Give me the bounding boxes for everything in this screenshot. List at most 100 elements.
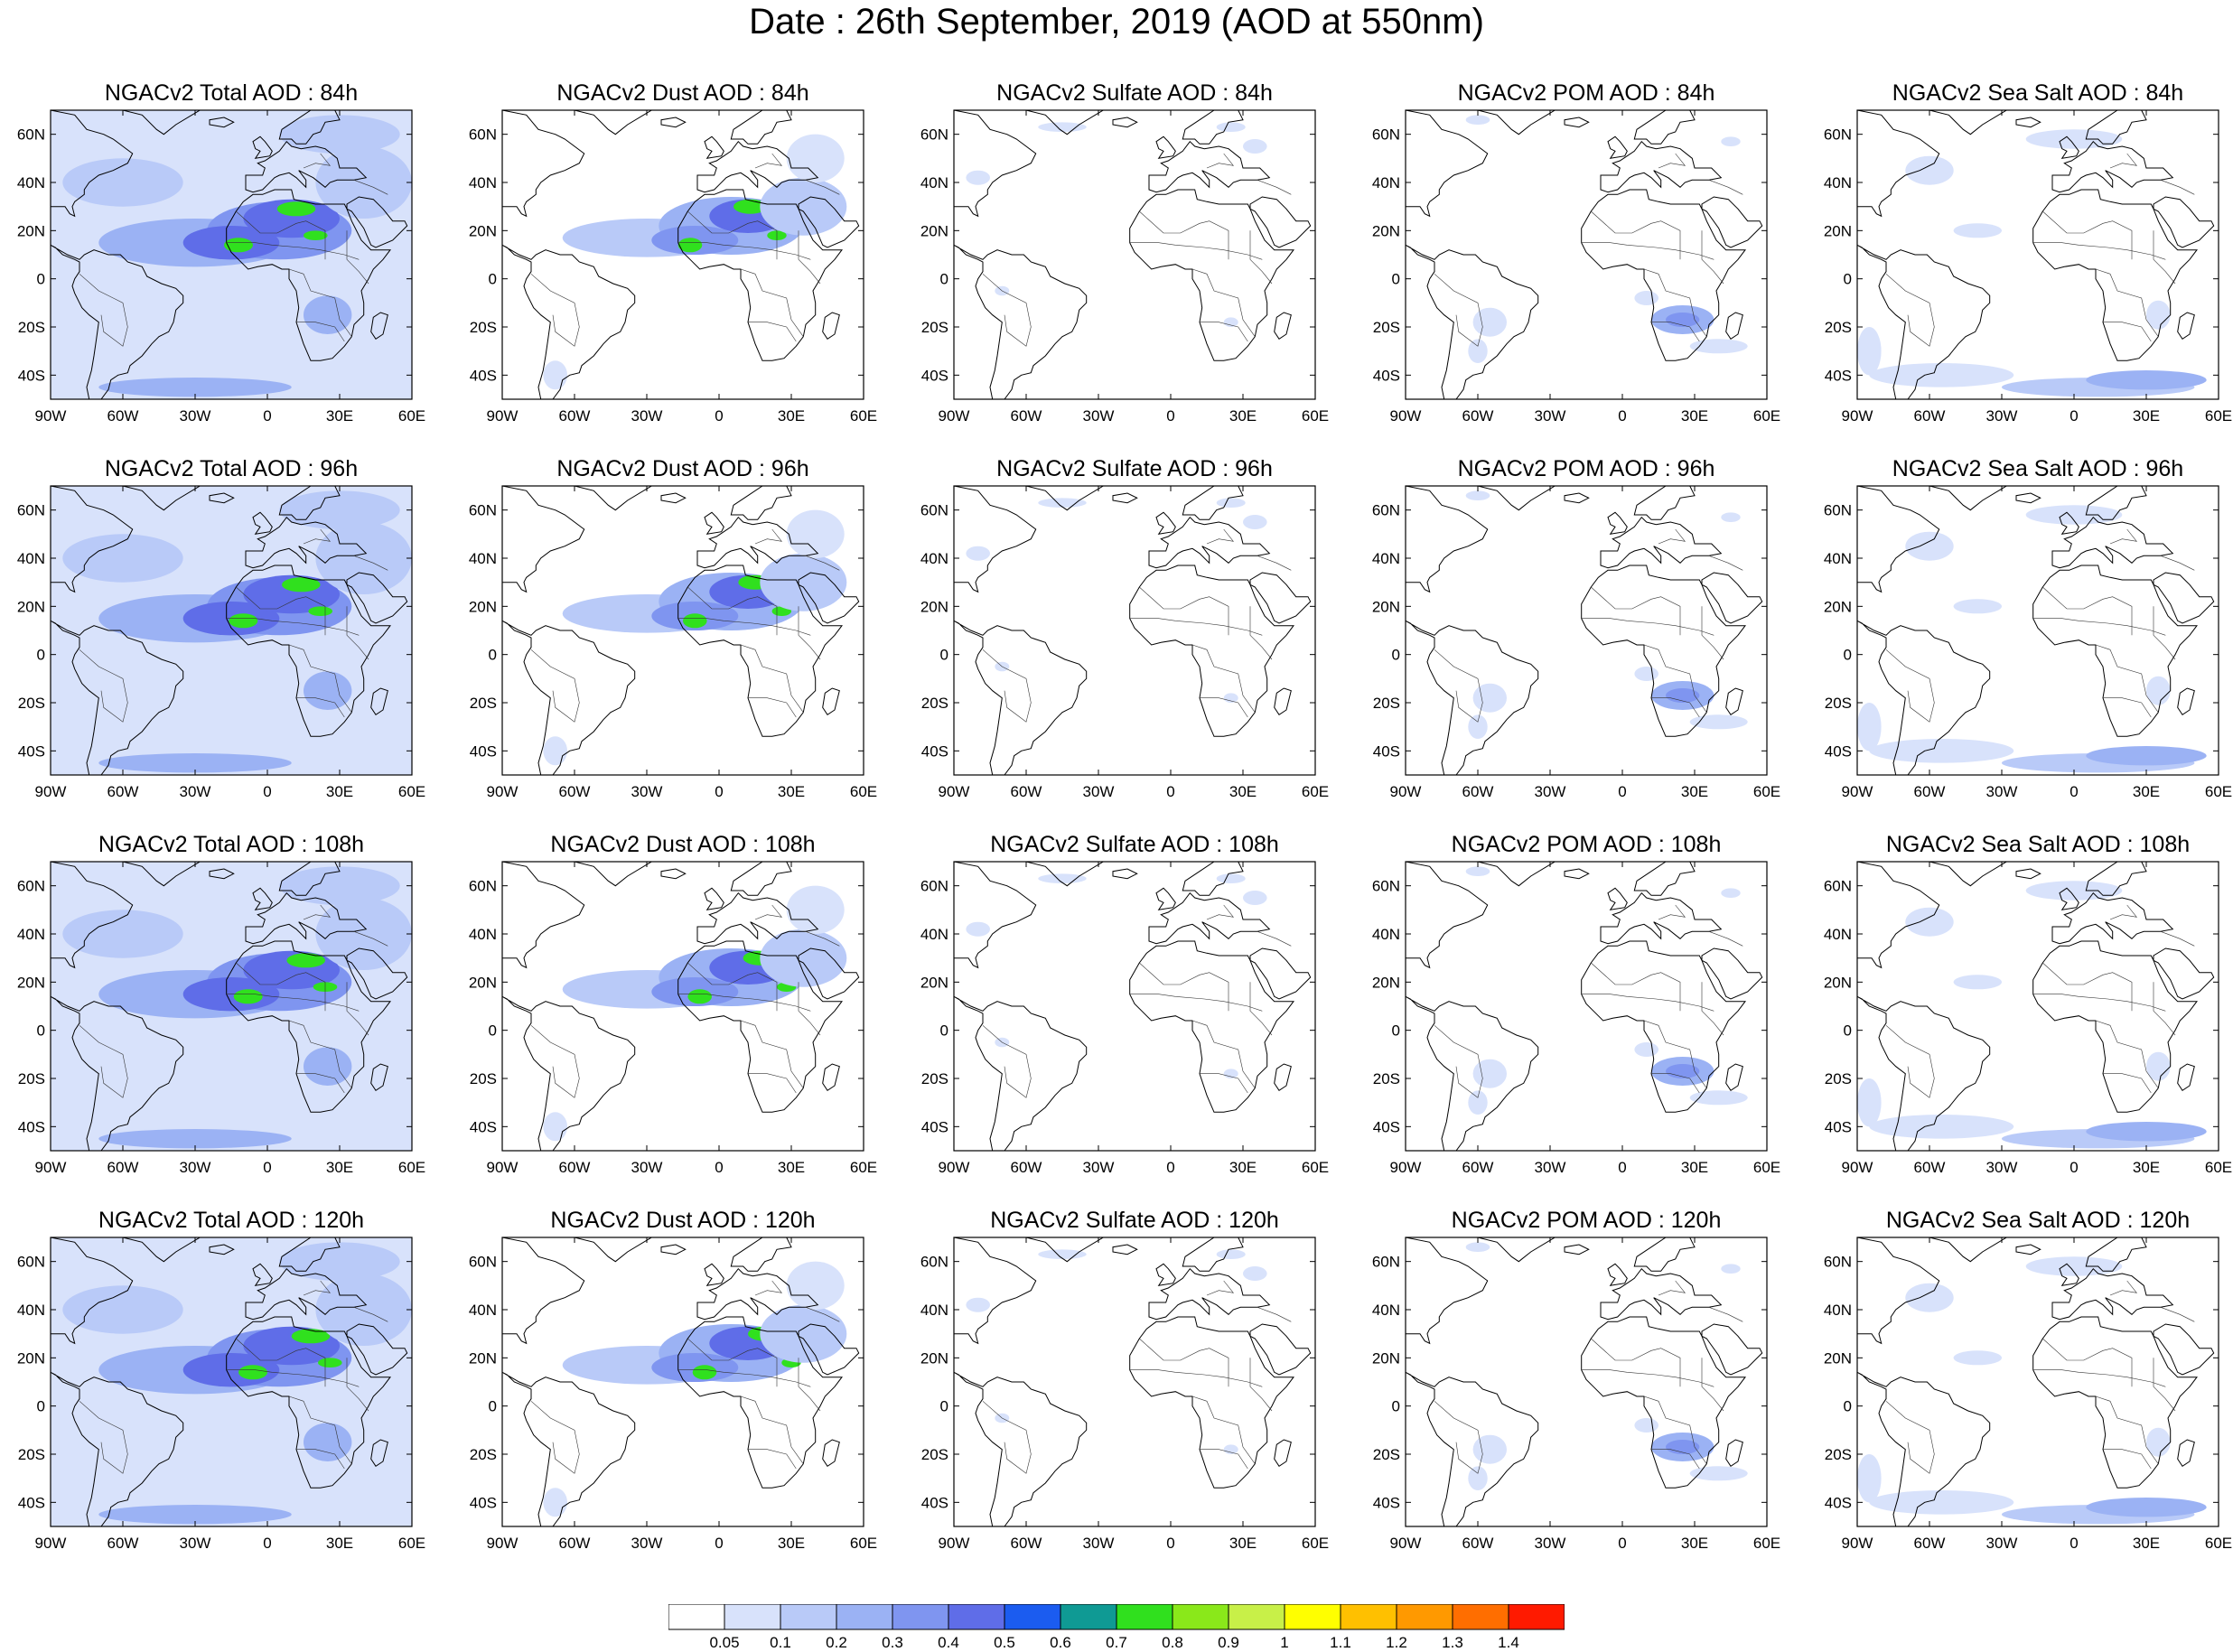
coastline — [1633, 1237, 1696, 1272]
lat-tick-label: 40N — [17, 550, 45, 567]
lon-tick-label: 60W — [1462, 407, 1494, 425]
lon-tick-label: 90W — [35, 1535, 67, 1552]
aod-region — [243, 199, 340, 238]
coastline — [704, 511, 724, 535]
country-border — [1591, 1338, 1681, 1387]
aod-region — [304, 295, 352, 334]
lat-tick-label: 60N — [17, 502, 45, 519]
aod-region — [1216, 873, 1246, 883]
lat-tick-label: 20S — [1825, 1070, 1852, 1087]
coastline — [2153, 947, 2215, 1000]
lon-tick-label: 30E — [1681, 407, 1708, 425]
lon-tick-label: 0 — [1618, 407, 1626, 425]
coastline — [2059, 887, 2079, 910]
lat-tick-label: 40S — [1825, 742, 1852, 760]
lon-tick-label: 0 — [2069, 783, 2078, 800]
lat-tick-label: 40N — [1824, 926, 1852, 943]
coastline — [1182, 486, 1244, 520]
coastline — [278, 486, 341, 520]
country-border — [1257, 555, 1292, 571]
colorbar-label: 0.1 — [770, 1634, 791, 1649]
lat-tick-label: 20S — [1825, 695, 1852, 712]
lon-tick-label: 90W — [1390, 407, 1422, 425]
aod-region — [1472, 1059, 1507, 1088]
country-border — [1643, 1020, 1707, 1088]
aod-region — [2146, 1051, 2171, 1081]
lat-tick-label: 20S — [921, 319, 948, 336]
coastline — [704, 135, 724, 159]
coastline — [502, 620, 636, 775]
coastline — [2015, 492, 2041, 504]
coastline — [2153, 572, 2215, 624]
country-border — [677, 994, 811, 1012]
lat-tick-label: 40N — [920, 1302, 948, 1319]
lat-tick-label: 60N — [920, 878, 948, 895]
aod-background — [1857, 486, 2219, 775]
lon-tick-label: 30E — [778, 1159, 805, 1176]
lat-tick-label: 20S — [470, 319, 497, 336]
country-border — [1591, 586, 1681, 636]
lon-tick-label: 60E — [2205, 1159, 2232, 1176]
aod-region — [786, 1261, 845, 1310]
coastline — [1857, 995, 1991, 1151]
country-border — [982, 1401, 1032, 1474]
lon-tick-label: 60W — [107, 1535, 139, 1552]
map-panel: NGACv2 Total AOD : 84h 60N 40N 20N 0 20S 40S 90… — [17, 79, 425, 425]
aod-region — [966, 170, 990, 185]
coastline — [1564, 117, 1590, 128]
coastline — [278, 110, 341, 145]
map-panel: NGACv2 Sulfate AOD : 84h 60N 40N 20N 0 20S 40S… — [920, 79, 1329, 425]
country-border — [687, 1338, 778, 1387]
coastline — [2059, 135, 2079, 159]
aod-region — [543, 1112, 567, 1142]
country-border — [1581, 242, 1714, 260]
aod-region — [2086, 1498, 2207, 1517]
aod-region — [62, 158, 183, 207]
coastline — [1477, 862, 1556, 887]
colorbar-label: 1.2 — [1386, 1634, 1407, 1649]
aod-map: 60N 40N 20N 0 20S 40S 90W 60W 30W 0 30E 60E — [469, 485, 877, 800]
aod-map: 60N 40N 20N 0 20S 40S 90W 60W 30W 0 30E 60E — [469, 1237, 877, 1552]
lon-tick-label: 30W — [180, 1159, 211, 1176]
aod-map: 60N 40N 20N 0 20S 40S 90W 60W 30W 0 30E 60E — [17, 109, 425, 425]
aod-region — [1869, 1490, 2014, 1515]
country-border — [1200, 1073, 1248, 1094]
country-border — [740, 1395, 804, 1464]
lon-tick-label: 60E — [1753, 407, 1780, 425]
coastline — [2015, 1244, 2041, 1255]
aod-region — [279, 490, 400, 529]
country-border — [1191, 268, 1256, 337]
colorbar-label: 1.3 — [1442, 1634, 1463, 1649]
country-border — [1191, 644, 1256, 713]
lon-tick-label: 60E — [2205, 783, 2232, 800]
aod-region — [966, 546, 990, 561]
coastline — [370, 1439, 388, 1467]
coastline — [252, 1263, 273, 1286]
coastline — [51, 862, 134, 969]
aod-region — [1721, 888, 1741, 898]
coastline — [730, 862, 792, 896]
aod-map: 60N 40N 20N 0 20S 40S 90W 60W 30W 0 30E 60E — [920, 485, 1329, 800]
lon-tick-label: 30W — [1535, 783, 1566, 800]
aod-region — [1038, 122, 1087, 132]
coastline — [1148, 516, 1271, 569]
lat-tick-label: 20S — [470, 1070, 497, 1087]
coastline — [1274, 1439, 1292, 1467]
country-border — [754, 153, 783, 169]
lat-tick-label: 20N — [469, 598, 497, 615]
country-border — [296, 322, 345, 342]
aod-background — [1406, 110, 1767, 399]
coastline — [798, 572, 860, 624]
map-frame — [50, 485, 413, 776]
coastline — [660, 1244, 687, 1255]
coastline — [370, 1063, 388, 1091]
aod-region — [1721, 136, 1741, 146]
coastline — [822, 1063, 840, 1091]
lat-tick-label: 20S — [18, 695, 45, 712]
lon-tick-label: 60E — [850, 1159, 877, 1176]
aod-background — [1857, 862, 2219, 1151]
lon-tick-label: 30W — [1986, 783, 2018, 800]
panel-title: NGACv2 POM AOD : 108h — [1451, 832, 1722, 857]
lon-tick-label: 60E — [1753, 1159, 1780, 1176]
lat-tick-label: 20N — [469, 222, 497, 239]
